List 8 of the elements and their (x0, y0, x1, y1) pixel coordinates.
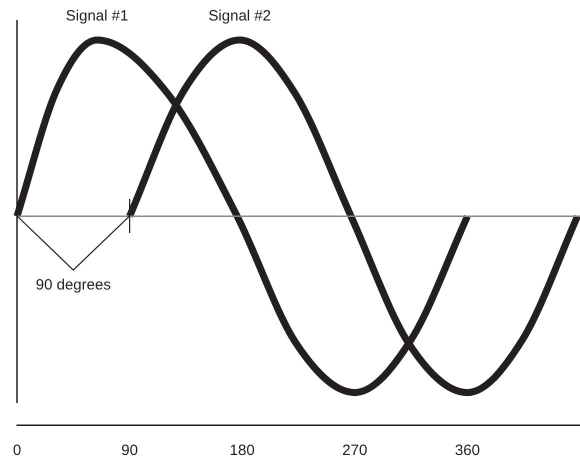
series-label: Signal #1 (66, 8, 128, 25)
x-tick-label: 270 (342, 442, 368, 460)
x-tick-label: 360 (454, 442, 480, 460)
x-tick-label: 180 (230, 442, 255, 460)
series-label: Signal #2 (208, 8, 271, 25)
x-tick-label: 0 (12, 442, 22, 460)
x-tick-label: 90 (121, 442, 138, 460)
annotation: 90 degrees (36, 276, 111, 294)
